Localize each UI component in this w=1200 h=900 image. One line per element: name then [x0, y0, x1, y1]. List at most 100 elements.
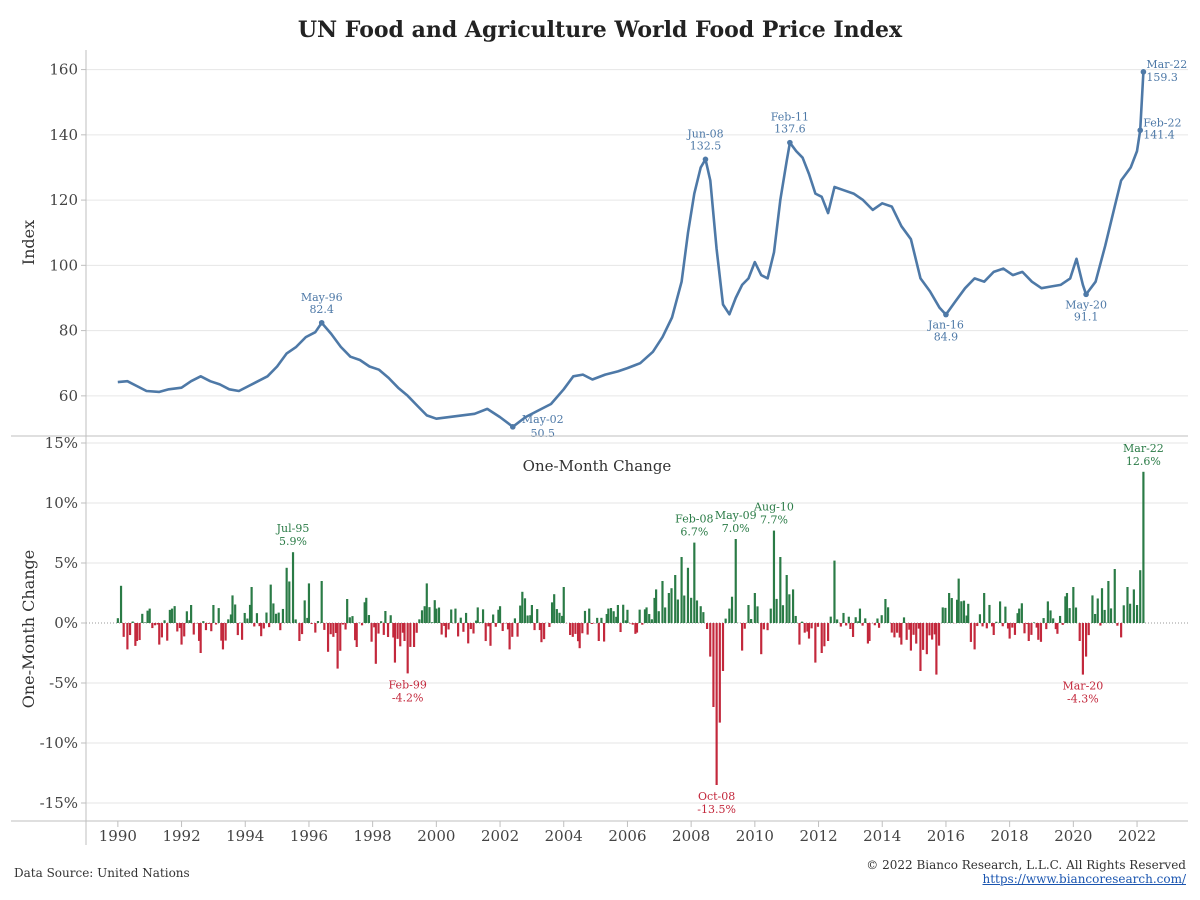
change-bar	[1056, 623, 1059, 634]
change-bar	[288, 581, 291, 623]
change-bar	[210, 623, 213, 632]
change-bar	[508, 623, 511, 650]
change-bar	[919, 623, 922, 671]
change-bar	[221, 623, 225, 650]
change-bar	[779, 557, 782, 623]
change-bar	[178, 623, 182, 629]
annotation-value: -13.5%	[697, 803, 736, 816]
change-bar	[743, 623, 746, 629]
annotation-value: 50.5	[531, 427, 556, 440]
change-bar	[1061, 623, 1064, 625]
change-bar	[1035, 623, 1038, 628]
change-bar	[581, 623, 584, 634]
change-bar	[900, 623, 903, 645]
change-bar	[1142, 471, 1145, 623]
change-bar	[1081, 623, 1084, 675]
change-bar	[609, 608, 613, 623]
change-bar	[148, 608, 151, 623]
y-tick-label: 100	[49, 256, 78, 274]
change-bar	[498, 606, 502, 623]
change-bar	[1049, 610, 1052, 623]
change-bar	[146, 610, 149, 623]
change-bar	[306, 617, 309, 623]
change-bar	[202, 621, 205, 623]
change-bar	[1020, 603, 1023, 623]
y-tick-label: -5%	[49, 674, 78, 692]
change-bar	[1004, 606, 1007, 623]
change-bar	[957, 578, 960, 623]
annotation-value: 82.4	[309, 303, 334, 316]
change-bar	[829, 616, 832, 623]
y-axis-title: Index	[19, 220, 38, 265]
change-bar	[801, 621, 804, 623]
change-bar	[217, 608, 220, 623]
change-bar	[756, 606, 759, 623]
change-bar	[467, 623, 470, 644]
change-bar	[967, 603, 970, 623]
y-tick-label: 80	[59, 322, 78, 340]
change-bar	[820, 623, 823, 653]
annotation-point	[702, 156, 709, 163]
change-bar	[536, 609, 539, 623]
change-bar	[334, 623, 338, 633]
change-bar	[489, 623, 492, 646]
change-bar	[192, 623, 195, 635]
change-bar	[1046, 601, 1049, 623]
change-bar	[550, 602, 554, 623]
change-bar	[1096, 598, 1099, 623]
change-bar	[374, 623, 377, 664]
change-bar	[377, 623, 380, 634]
change-bar	[956, 599, 959, 623]
website-link[interactable]: https://www.biancoresearch.com/	[982, 872, 1186, 886]
x-tick-label: 2022	[1118, 827, 1156, 845]
change-bar	[253, 623, 256, 627]
change-bar	[314, 623, 317, 633]
change-bar	[873, 623, 876, 626]
change-bar	[326, 623, 330, 652]
change-bar	[858, 608, 862, 623]
change-bar	[367, 615, 371, 623]
change-bar	[909, 623, 912, 651]
change-bar	[444, 623, 447, 638]
x-tick-label: 1992	[162, 827, 200, 845]
change-bar	[431, 622, 434, 623]
change-bar	[260, 623, 263, 637]
change-bar	[1065, 593, 1069, 623]
change-bar	[562, 587, 565, 623]
change-bar	[772, 530, 776, 623]
annotation-value: 91.1	[1074, 310, 1099, 323]
change-bar	[355, 623, 358, 647]
change-bar	[243, 612, 246, 623]
change-bar	[791, 589, 795, 623]
change-bar	[220, 623, 223, 641]
change-bar	[699, 606, 702, 623]
change-bar	[248, 604, 252, 623]
change-bar	[785, 575, 788, 623]
change-bar	[207, 623, 210, 624]
change-bar	[839, 623, 842, 627]
change-bar	[1027, 623, 1030, 641]
change-bar	[864, 618, 867, 623]
change-bar	[484, 623, 487, 642]
change-bar	[1072, 587, 1075, 623]
annotation-value: 6.7%	[680, 526, 708, 539]
x-axis: 1990 1992 1994 1996 1998 2000 2002 2004 2006 2008…	[99, 821, 1156, 845]
y-tick-label: -15%	[40, 794, 78, 812]
change-bar	[443, 623, 446, 626]
change-bar	[1100, 588, 1104, 623]
change-bar	[462, 623, 465, 632]
change-bar	[816, 623, 820, 627]
change-bar	[810, 623, 813, 629]
change-bar	[384, 611, 387, 623]
change-bar	[631, 623, 634, 625]
change-bar	[781, 605, 785, 623]
data-source-note: Data Source: United Nations	[14, 866, 190, 880]
change-bar	[1132, 589, 1135, 623]
change-bar	[842, 612, 845, 623]
annotation-label: May-02	[522, 413, 564, 426]
change-bar	[976, 623, 979, 627]
change-bar	[915, 623, 918, 644]
change-bar	[664, 607, 667, 623]
index-line	[117, 71, 1145, 429]
annotation-value: 7.0%	[722, 522, 750, 535]
